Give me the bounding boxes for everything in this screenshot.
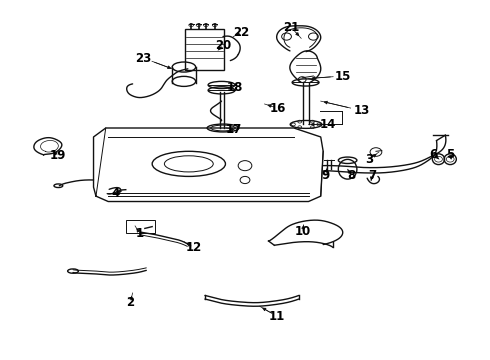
Text: 7: 7 xyxy=(368,169,376,182)
Text: 8: 8 xyxy=(347,169,356,182)
Text: 23: 23 xyxy=(135,51,151,64)
Text: 10: 10 xyxy=(294,225,311,238)
Text: 5: 5 xyxy=(446,148,454,161)
Text: 11: 11 xyxy=(269,310,285,323)
Text: 16: 16 xyxy=(270,102,287,115)
Text: 17: 17 xyxy=(226,123,243,136)
Text: 6: 6 xyxy=(429,148,438,161)
Text: 14: 14 xyxy=(320,118,336,131)
Text: 2: 2 xyxy=(126,296,134,309)
Text: 20: 20 xyxy=(215,39,231,52)
Text: 18: 18 xyxy=(227,81,244,94)
Text: 9: 9 xyxy=(321,169,330,182)
Text: 3: 3 xyxy=(366,153,374,166)
Text: 19: 19 xyxy=(50,149,67,162)
Text: 1: 1 xyxy=(136,227,144,240)
Text: 15: 15 xyxy=(335,69,351,82)
Text: 4: 4 xyxy=(111,187,120,200)
Text: 13: 13 xyxy=(354,104,370,117)
Text: 21: 21 xyxy=(283,21,299,34)
Text: 22: 22 xyxy=(233,27,249,40)
Text: 12: 12 xyxy=(186,241,202,254)
